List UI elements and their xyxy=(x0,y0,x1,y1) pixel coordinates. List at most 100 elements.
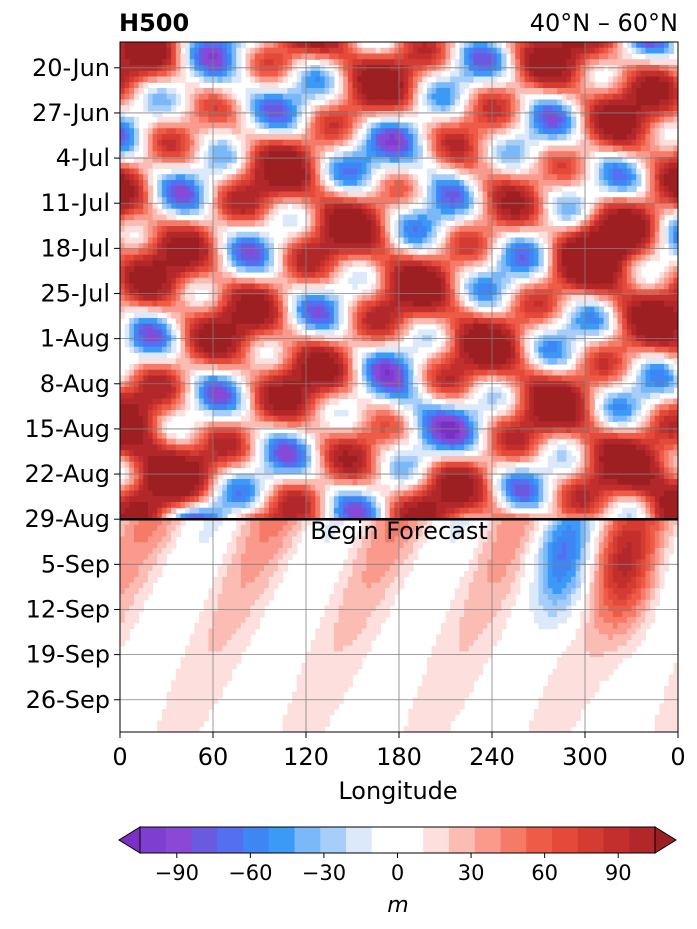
heatmap-cell xyxy=(129,53,135,60)
heatmap-cell xyxy=(147,260,154,267)
heatmap-cell xyxy=(612,226,619,233)
heatmap-cell xyxy=(385,306,391,313)
heatmap-cell xyxy=(152,266,158,273)
heatmap-cell xyxy=(389,53,395,60)
heatmap-cell xyxy=(143,82,149,89)
heatmap-cell xyxy=(533,191,540,198)
heatmap-cell xyxy=(464,105,470,112)
heatmap-cell xyxy=(575,88,581,95)
heatmap-cell xyxy=(608,277,614,285)
heatmap-cell xyxy=(254,260,261,267)
heatmap-cell xyxy=(273,145,279,152)
heatmap-cell xyxy=(668,260,674,267)
heatmap-cell xyxy=(617,99,623,106)
heatmap-cell xyxy=(287,151,293,158)
heatmap-cell xyxy=(324,134,330,141)
heatmap-cell xyxy=(166,157,172,164)
heatmap-cell xyxy=(357,260,363,267)
heatmap-cell xyxy=(617,145,623,152)
heatmap-cell xyxy=(157,151,163,158)
heatmap-cell xyxy=(343,122,349,129)
heatmap-cell xyxy=(301,277,307,285)
heatmap-cell xyxy=(245,231,251,239)
heatmap-cell xyxy=(459,70,465,78)
heatmap-cell xyxy=(273,162,279,170)
heatmap-cell xyxy=(185,266,191,273)
heatmap-cell xyxy=(157,111,163,118)
heatmap-cell xyxy=(673,99,678,106)
heatmap-cell xyxy=(292,260,298,267)
heatmap-cell xyxy=(566,128,572,135)
heatmap-cell xyxy=(399,139,405,147)
heatmap-cell xyxy=(133,116,140,124)
heatmap-cell xyxy=(329,174,335,181)
heatmap-cell xyxy=(185,208,191,216)
heatmap-cell xyxy=(250,306,256,313)
heatmap-cell xyxy=(175,162,182,170)
heatmap-cell xyxy=(571,226,577,233)
heatmap-cell xyxy=(124,306,130,313)
heatmap-cell xyxy=(664,151,670,158)
heatmap-cell xyxy=(482,76,488,83)
heatmap-cell xyxy=(147,174,154,181)
heatmap-cell xyxy=(389,300,395,308)
heatmap-cell xyxy=(120,283,126,290)
heatmap-cell xyxy=(217,59,223,66)
heatmap-cell xyxy=(659,70,665,78)
heatmap-cell xyxy=(459,157,465,164)
heatmap-cell xyxy=(189,254,195,262)
heatmap-cell xyxy=(478,254,484,262)
heatmap-cell xyxy=(189,260,195,267)
heatmap-cell xyxy=(371,53,377,60)
heatmap-cell xyxy=(426,300,433,308)
heatmap-cell xyxy=(171,180,177,187)
heatmap-cell xyxy=(240,145,247,152)
heatmap-cell xyxy=(426,191,433,198)
heatmap-cell xyxy=(552,111,558,118)
heatmap-cell xyxy=(180,300,186,308)
heatmap-cell xyxy=(245,70,251,78)
heatmap-cell xyxy=(482,237,488,244)
heatmap-cell xyxy=(408,272,414,279)
heatmap-cell xyxy=(617,134,623,141)
heatmap-cell xyxy=(347,59,354,66)
heatmap-cell xyxy=(436,88,442,95)
heatmap-cell xyxy=(310,47,316,55)
heatmap-cell xyxy=(645,122,651,129)
heatmap-cell xyxy=(603,82,609,89)
heatmap-cell xyxy=(380,111,386,118)
heatmap-cell xyxy=(622,82,628,89)
heatmap-cell xyxy=(189,53,195,60)
heatmap-cell xyxy=(124,185,130,193)
heatmap-cell xyxy=(603,295,609,302)
heatmap-cell xyxy=(501,168,507,175)
heatmap-cell xyxy=(306,254,312,262)
heatmap-cell xyxy=(166,266,172,273)
heatmap-cell xyxy=(203,76,209,83)
heatmap-cell xyxy=(408,145,414,152)
heatmap-cell xyxy=(622,180,628,187)
heatmap-cell xyxy=(264,277,270,285)
heatmap-cell xyxy=(292,306,298,313)
heatmap-cell xyxy=(417,82,423,89)
heatmap-cell xyxy=(236,168,242,175)
heatmap-cell xyxy=(673,260,678,267)
heatmap-cell xyxy=(147,203,154,210)
heatmap-cell xyxy=(319,283,326,290)
heatmap-cell xyxy=(347,191,354,198)
heatmap-cell xyxy=(147,105,154,112)
heatmap-cell xyxy=(459,116,465,124)
heatmap-cell xyxy=(589,249,595,256)
heatmap-cell xyxy=(431,295,437,302)
heatmap-cell xyxy=(445,145,451,152)
heatmap-cell xyxy=(245,220,251,227)
heatmap-cell xyxy=(515,254,521,262)
heatmap-cell xyxy=(264,295,270,302)
heatmap-cell xyxy=(343,249,349,256)
heatmap-cell xyxy=(264,93,270,101)
heatmap-cell xyxy=(333,157,340,164)
heatmap-cell xyxy=(436,162,442,170)
heatmap-cell xyxy=(147,180,154,187)
heatmap-cell xyxy=(194,306,200,313)
heatmap-cell xyxy=(319,145,326,152)
